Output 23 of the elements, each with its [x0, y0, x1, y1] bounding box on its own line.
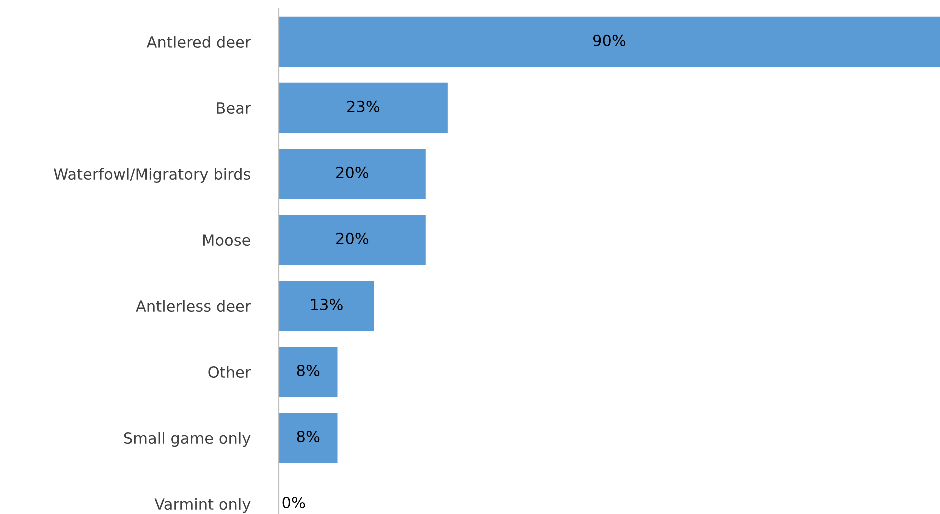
bar [279, 413, 338, 464]
y-tick-label: Antlerless deer [136, 300, 252, 312]
y-tick-label: Varmint only [154, 498, 251, 514]
data-label: 13% [311, 298, 343, 310]
data-label: 0% [282, 496, 306, 509]
bar [279, 280, 374, 332]
bar [279, 346, 338, 398]
y-tick-label: Small game only [124, 432, 251, 448]
data-label: 90% [593, 34, 626, 46]
y-tick-label: Waterfowl/Migratory birds [54, 168, 250, 184]
y-tick-label: Other [208, 366, 252, 378]
data-label: 8% [297, 430, 320, 443]
y-tick-label: Antlered deer [146, 36, 252, 48]
bar [279, 16, 940, 68]
bar [279, 82, 448, 134]
y-tick-label: Bear [217, 102, 252, 114]
y-tick-label: Moose [203, 234, 250, 246]
data-label: 20% [336, 232, 369, 244]
bar [279, 214, 426, 266]
data-label: 20% [336, 166, 369, 178]
data-label: 23% [348, 100, 380, 112]
bar [279, 148, 426, 200]
data-label: 8% [297, 364, 320, 377]
